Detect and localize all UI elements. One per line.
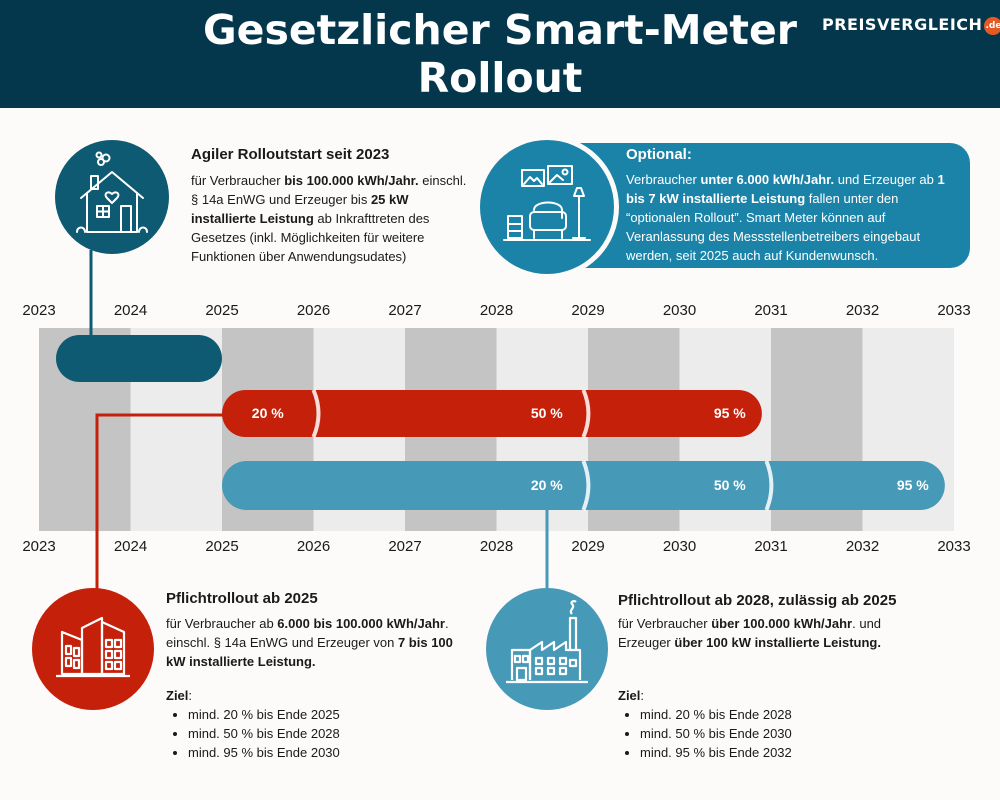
text-segment: für Verbraucher — [618, 616, 712, 631]
agile-icon-circle — [55, 140, 169, 254]
text-segment: für Verbraucher ab — [166, 616, 278, 631]
segment-divider — [581, 460, 591, 511]
pflicht2028-percent-label: 20 % — [530, 476, 563, 493]
pflicht2025-percent-label: 95 % — [713, 404, 746, 421]
text-segment: . und Erzeuger — [618, 616, 882, 650]
text-segment: unter 6.000 kWh/Jahr. — [700, 172, 835, 187]
year-label: 2027 — [388, 302, 422, 319]
text-segment: 25 kW installierte Leistung — [191, 192, 409, 226]
apartment-building-icon — [56, 616, 130, 678]
living-room-icon — [503, 165, 591, 241]
list-item: mind. 20 % bis Ende 2028 — [640, 705, 792, 724]
segment-divider — [764, 460, 774, 511]
pflicht2028-goal-colon: : — [640, 688, 645, 703]
pflicht2025-goal-heading: Ziel: — [166, 686, 192, 705]
optional-icon-circle — [480, 140, 614, 274]
year-label: 2023 — [22, 538, 56, 555]
list-item: mind. 50 % bis Ende 2030 — [640, 724, 792, 743]
year-label: 2026 — [296, 302, 331, 319]
pflicht2025-goal-label: Ziel — [166, 688, 189, 703]
optional-title: Optional: — [626, 146, 692, 163]
optional-description: Verbraucher unter 6.000 kWh/Jahr. und Er… — [626, 170, 966, 265]
pflicht2025-description: für Verbraucher ab 6.000 bis 100.000 kWh… — [166, 614, 456, 671]
factory-icon — [506, 600, 588, 684]
list-item: mind. 95 % bis Ende 2030 — [188, 743, 340, 762]
year-label: 2033 — [937, 538, 971, 555]
text-segment: 1 bis 7 kW installierte Leistung — [626, 172, 945, 206]
logo-text: PREISVERGLEICH — [822, 15, 983, 34]
agile-title: Agiler Rolloutstart seit 2023 — [191, 146, 390, 163]
pflicht2028-bar — [222, 461, 945, 510]
pflicht2025-icon-circle — [32, 588, 154, 710]
text-segment: über 100 kW installierte Leistung. — [674, 635, 881, 650]
year-label: 2033 — [937, 302, 971, 319]
pflicht2028-goal-heading: Ziel: — [618, 686, 644, 705]
year-label: 2025 — [205, 538, 239, 555]
year-label: 2030 — [662, 302, 697, 319]
text-segment: 6.000 bis 100.000 kWh/Jahr — [277, 616, 445, 631]
timeline-bars — [56, 335, 945, 511]
year-label: 2031 — [754, 538, 788, 555]
pflicht2028-percent-label: 95 % — [896, 476, 929, 493]
text-segment: über 100.000 kWh/Jahr — [711, 616, 853, 631]
year-label: 2032 — [845, 302, 880, 319]
segment-divider — [581, 389, 591, 438]
text-segment: . einschl. § 14a EnWG und Erzeuger von — [166, 616, 449, 650]
text-segment: Verbraucher — [626, 172, 701, 187]
text-segment: ab Inkrafttreten des Gesetzes (inkl. Mög… — [191, 211, 430, 264]
list-item: mind. 95 % bis Ende 2032 — [640, 743, 792, 762]
year-label: 2030 — [662, 538, 697, 555]
pflicht2025-percent-label: 50 % — [530, 404, 563, 421]
year-label: 2026 — [296, 538, 331, 555]
year-label: 2032 — [845, 538, 880, 555]
pflicht2028-icon-circle — [486, 588, 608, 710]
year-label: 2023 — [22, 302, 56, 319]
year-label: 2024 — [113, 538, 148, 555]
page-title: Gesetzlicher Smart-Meter Rollout — [202, 6, 798, 102]
agile-description: für Verbraucher bis 100.000 kWh/Jahr. ei… — [191, 171, 471, 266]
pflicht2025-bar — [222, 390, 762, 437]
segment-divider — [311, 389, 321, 438]
agile-bar — [56, 335, 222, 382]
pflicht2025-goal-colon: : — [188, 688, 193, 703]
connector-lines — [89, 250, 549, 600]
brand-logo: PREISVERGLEICH .de — [822, 15, 1000, 41]
pflicht2025-connector — [95, 413, 224, 600]
pflicht2028-percent-label: 50 % — [713, 476, 746, 493]
year-label: 2031 — [754, 302, 788, 319]
year-label: 2024 — [113, 302, 148, 319]
text-segment: bis 100.000 kWh/Jahr. — [284, 173, 419, 188]
year-label: 2025 — [205, 302, 239, 319]
pflicht2028-goal-label: Ziel — [618, 688, 641, 703]
pflicht2025-goal-list: mind. 20 % bis Ende 2025 mind. 50 % bis … — [166, 705, 340, 762]
year-label: 2027 — [388, 538, 422, 555]
year-label: 2028 — [479, 302, 514, 319]
pflicht2028-title: Pflichtrollout ab 2028, zulässig ab 2025 — [618, 592, 897, 609]
pflicht2025-percent-label: 20 % — [251, 404, 284, 421]
pflicht2028-description: für Verbraucher über 100.000 kWh/Jahr. u… — [618, 614, 918, 652]
text-segment: und Erzeuger ab — [834, 172, 938, 187]
year-label: 2029 — [571, 302, 605, 319]
list-item: mind. 50 % bis Ende 2028 — [188, 724, 340, 743]
pflicht2025-title: Pflichtrollout ab 2025 — [166, 590, 318, 607]
year-label: 2029 — [571, 538, 605, 555]
year-label: 2028 — [479, 538, 514, 555]
house-icon — [76, 151, 148, 233]
list-item: mind. 20 % bis Ende 2025 — [188, 705, 340, 724]
header-bar — [0, 0, 1000, 108]
text-segment: für Verbraucher — [191, 173, 285, 188]
text-segment: fallen unter den “optionalen Rollout”. S… — [626, 191, 921, 263]
text-segment: einschl. § 14a EnWG und Erzeuger bis — [191, 173, 467, 207]
pflicht2028-goal-list: mind. 20 % bis Ende 2028 mind. 50 % bis … — [618, 705, 792, 762]
text-segment: 7 bis 100 kW installierte Leistung. — [166, 635, 453, 669]
logo-badge: .de — [984, 17, 1000, 35]
